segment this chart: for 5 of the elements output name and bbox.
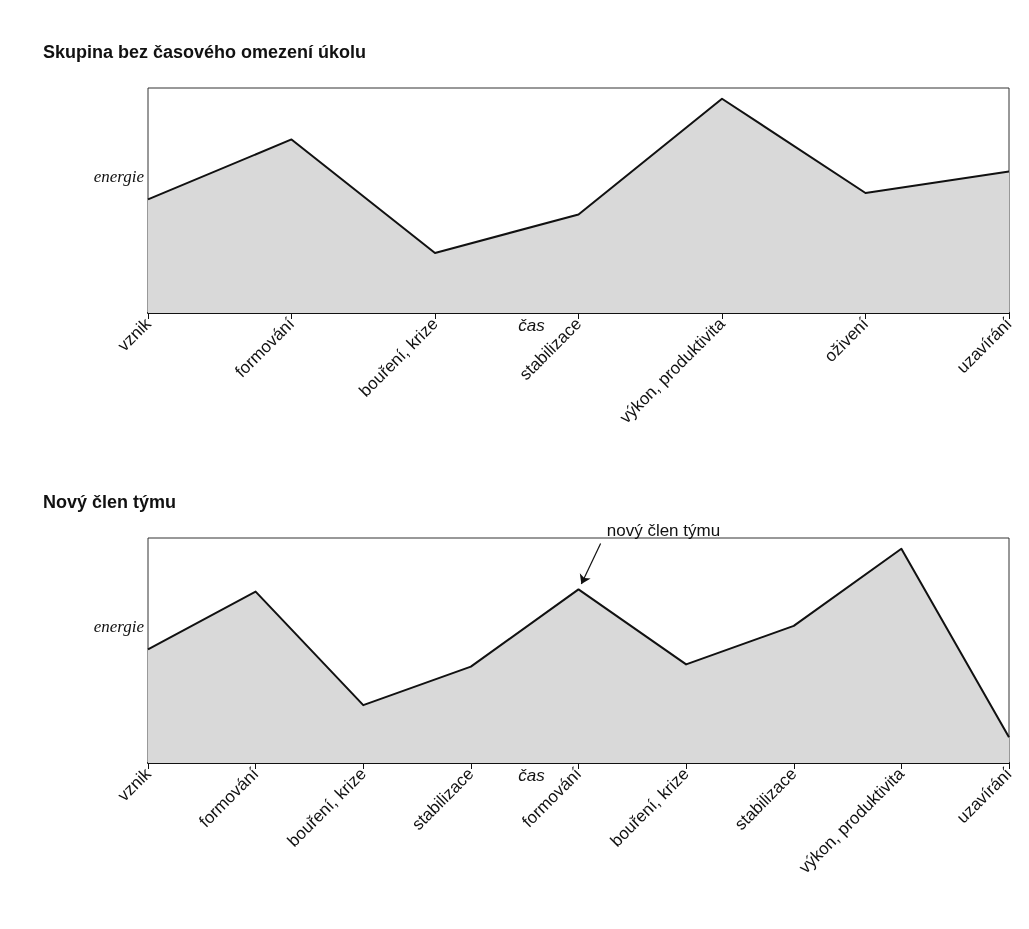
text: nový člen týmu — [606, 520, 721, 540]
chart-title: Skupina bez časového omezení úkolu — [43, 42, 367, 62]
chart-title: Nový člen týmu — [43, 492, 177, 512]
y-axis-title: energie — [93, 617, 145, 636]
y-axis-title: energie — [93, 167, 145, 186]
